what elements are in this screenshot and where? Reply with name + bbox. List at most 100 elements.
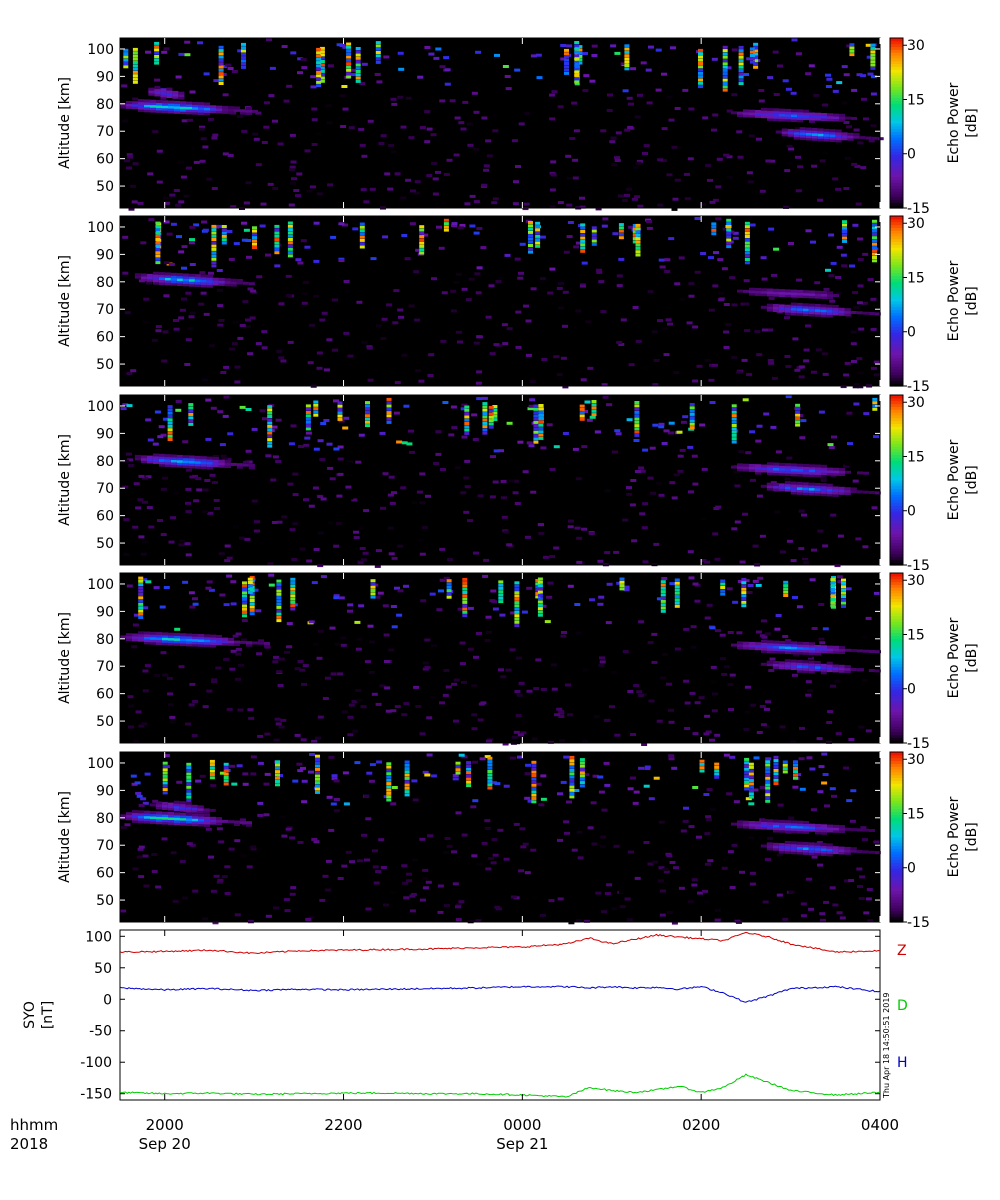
- echo-streak: [533, 424, 539, 428]
- colorbar-step: [890, 550, 903, 555]
- echo-speckle: [219, 443, 226, 447]
- echo-speckle: [755, 439, 762, 443]
- colorbar-unit: [dB]: [964, 643, 980, 672]
- echo-speckle: [639, 512, 646, 516]
- echo-speckle: [523, 187, 530, 191]
- echo-speckle: [576, 830, 583, 834]
- echo-streak: [365, 410, 370, 414]
- echo-speckle: [394, 586, 400, 590]
- echo-layer-cell: [779, 467, 785, 471]
- echo-speckle: [825, 73, 831, 77]
- echo-speckle: [476, 266, 483, 270]
- echo-speckle: [700, 559, 707, 562]
- colorbar-tick-label: 0: [907, 147, 916, 163]
- echo-speckle: [846, 44, 853, 48]
- echo-layer-cell: [809, 652, 815, 656]
- echo-layer-cell: [166, 90, 173, 94]
- echo-streak: [765, 773, 771, 777]
- echo-streak: [569, 759, 575, 763]
- echo-speckle: [623, 588, 630, 592]
- echo-streak: [738, 59, 744, 63]
- echo-streak: [538, 423, 544, 427]
- echo-streak: [167, 438, 173, 441]
- echo-layer-cell: [156, 811, 162, 815]
- echo-speckle: [378, 838, 385, 842]
- echo-speckle: [272, 119, 278, 123]
- echo-layer-cell: [790, 841, 797, 845]
- echo-layer-cell: [833, 824, 839, 828]
- echo-speckle: [156, 180, 163, 184]
- echo-speckle: [347, 609, 353, 613]
- echo-speckle: [373, 881, 380, 885]
- echo-layer-cell: [212, 282, 219, 286]
- echo-streak: [731, 407, 737, 411]
- echo-streak: [386, 768, 392, 772]
- echo-speckle: [773, 247, 780, 251]
- echo-layer-cell: [809, 642, 815, 646]
- echo-layer-cell: [176, 457, 183, 461]
- echo-speckle: [858, 371, 865, 375]
- echo-layer-cell: [803, 295, 809, 299]
- echo-streak: [870, 63, 876, 67]
- colorbar-step: [890, 383, 903, 387]
- echo-layer-cell: [805, 132, 812, 136]
- echo-layer-cell: [796, 489, 803, 493]
- echo-speckle: [790, 559, 797, 563]
- colorbar-step: [890, 437, 903, 441]
- colorbar-step: [890, 621, 903, 625]
- echo-speckle: [511, 735, 518, 739]
- echo-streak: [872, 252, 877, 256]
- echo-speckle: [290, 181, 296, 185]
- echo-layer-cell: [772, 483, 779, 486]
- echo-layer-cell: [168, 637, 174, 641]
- echo-speckle: [409, 894, 416, 898]
- echo-speckle: [649, 446, 656, 450]
- echo-layer-cell: [170, 454, 177, 458]
- echo-layer-cell: [246, 823, 252, 827]
- echo-layer-cell: [194, 463, 201, 467]
- colorbar-step: [890, 848, 903, 852]
- echo-streak: [624, 60, 630, 64]
- echo-speckle: [673, 473, 680, 477]
- echo-speckle: [168, 262, 175, 266]
- echo-speckle: [156, 149, 163, 153]
- echo-layer-cell: [791, 468, 797, 472]
- echo-speckle: [239, 324, 246, 327]
- echo-speckle: [155, 325, 162, 329]
- echo-layer-cell: [791, 643, 797, 647]
- series-line-H: [119, 985, 881, 1003]
- echo-layer-cell: [779, 650, 785, 654]
- echo-layer-cell: [833, 470, 839, 474]
- echo-streak: [731, 414, 737, 418]
- echo-speckle: [705, 730, 712, 734]
- echo-speckle: [361, 62, 368, 66]
- echo-layer-cell: [803, 464, 809, 467]
- echo-streak: [419, 238, 425, 242]
- echo-speckle: [475, 381, 482, 385]
- echo-layer-cell: [749, 468, 755, 472]
- echo-speckle: [342, 426, 349, 430]
- echo-streak: [632, 240, 638, 244]
- echo-speckle: [202, 488, 209, 492]
- echo-streak: [186, 799, 192, 802]
- echo-streak: [726, 238, 732, 242]
- echo-speckle: [805, 229, 812, 233]
- y-tick-label: 90: [96, 69, 114, 85]
- echo-streak: [537, 584, 543, 588]
- echo-speckle: [195, 477, 202, 481]
- colorbar-step: [890, 919, 903, 923]
- echo-layer-cell: [841, 137, 848, 141]
- echo-speckle: [769, 159, 776, 163]
- echo-streak: [579, 781, 585, 785]
- echo-speckle: [358, 526, 365, 530]
- echo-speckle: [504, 75, 511, 78]
- echo-streak: [574, 59, 580, 63]
- echo-speckle: [352, 729, 359, 733]
- echo-streak: [731, 404, 737, 408]
- echo-speckle: [498, 449, 504, 453]
- colorbar-step: [890, 760, 903, 764]
- echo-layer-cell: [779, 116, 785, 119]
- echo-speckle: [357, 561, 364, 565]
- echo-layer-cell: [176, 454, 183, 458]
- echo-speckle: [376, 80, 383, 84]
